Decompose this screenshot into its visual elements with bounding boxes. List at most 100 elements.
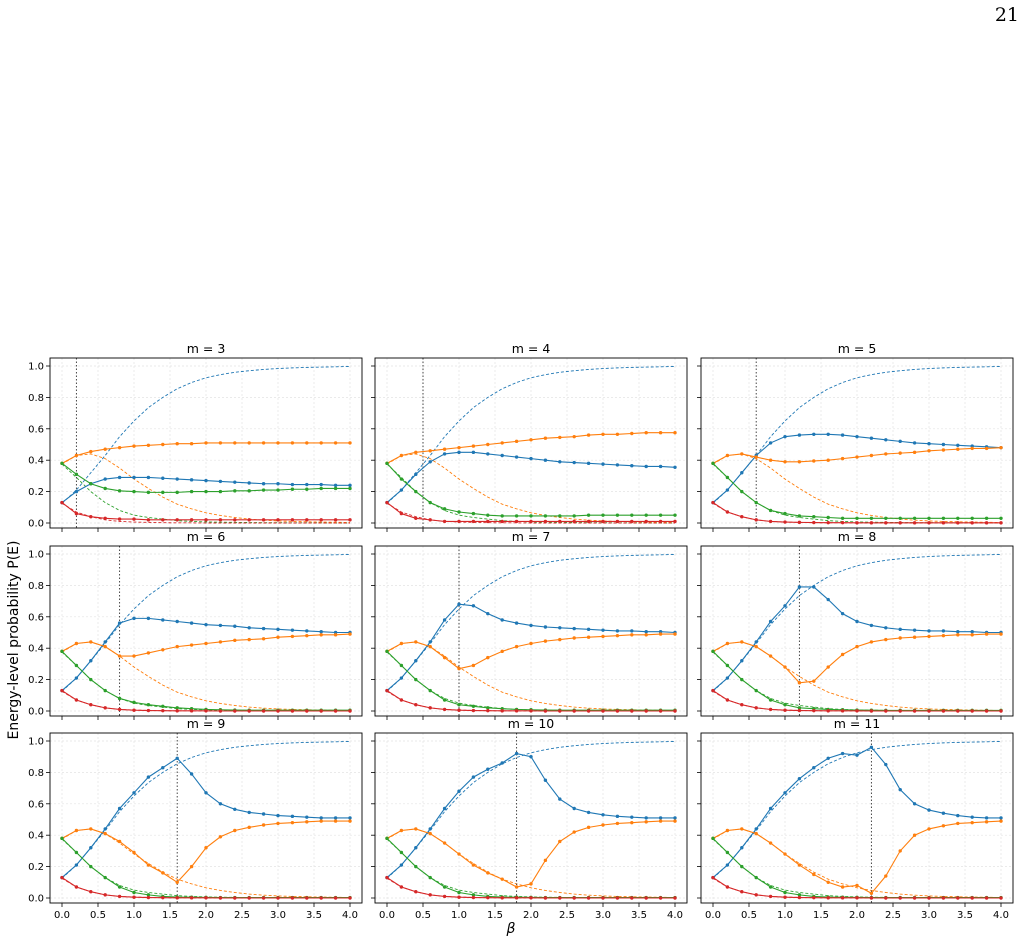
green-point	[768, 508, 773, 513]
green-point	[740, 489, 744, 494]
red-point	[754, 706, 758, 710]
orange-point	[644, 820, 648, 824]
red-point	[333, 896, 338, 900]
orange-point	[457, 445, 461, 450]
orange-point	[276, 635, 280, 639]
blue-point	[399, 863, 404, 867]
red-point	[630, 709, 634, 713]
orange-point	[615, 821, 620, 826]
green-point	[457, 703, 461, 707]
x-tick-label: 3.5	[957, 910, 973, 921]
green-point	[840, 516, 845, 520]
red-point	[812, 520, 816, 525]
blue-point	[558, 797, 562, 801]
blue-point	[812, 585, 816, 589]
orange-point	[132, 850, 136, 855]
red-point	[74, 698, 79, 702]
exact-blue-line	[712, 366, 1002, 504]
green-point	[74, 850, 79, 855]
red-point	[399, 698, 404, 702]
red-point	[471, 895, 476, 900]
exact-blue-line	[712, 554, 1002, 692]
red-point	[132, 708, 136, 712]
green-point	[175, 706, 179, 710]
red-point	[471, 519, 476, 524]
blue-point	[348, 483, 352, 488]
red-point	[956, 709, 960, 713]
blue-point	[927, 442, 931, 446]
green-point	[658, 513, 663, 517]
red-point	[333, 709, 338, 713]
red-point	[399, 511, 404, 516]
exact-green-line	[61, 463, 350, 524]
red-point	[319, 896, 323, 900]
red-point	[644, 896, 648, 900]
blue-point	[912, 802, 917, 806]
blue-point	[797, 776, 802, 781]
red-point	[486, 895, 490, 900]
orange-point	[218, 640, 223, 644]
blue-point	[414, 846, 418, 850]
red-point	[797, 895, 802, 900]
blue-point	[486, 767, 490, 771]
green-point	[428, 875, 432, 880]
orange-point	[740, 640, 744, 644]
exact-blue-line	[386, 741, 676, 879]
green-point	[414, 489, 418, 494]
blue-point	[89, 659, 93, 663]
red-point	[740, 515, 744, 519]
orange-point	[89, 449, 93, 454]
blue-point	[941, 442, 946, 447]
orange-point	[529, 882, 533, 886]
exact-blue-line	[712, 741, 1002, 879]
orange-point	[233, 441, 237, 445]
blue-point	[543, 458, 548, 462]
blue-point	[956, 813, 960, 818]
red-point	[984, 709, 989, 713]
orange-point	[442, 655, 447, 660]
red-point	[658, 519, 663, 524]
orange-point	[941, 824, 946, 828]
red-point	[768, 707, 773, 712]
blue-point	[442, 618, 447, 622]
green-point	[941, 516, 946, 520]
orange-point	[543, 436, 548, 440]
red-point	[261, 709, 266, 713]
blue-point	[247, 481, 251, 485]
blue-point	[414, 659, 418, 663]
blue-point	[500, 618, 504, 622]
red-point	[711, 688, 715, 693]
orange-point	[529, 438, 533, 442]
green-series-line	[386, 650, 675, 711]
red-point	[970, 709, 974, 713]
exact-blue-line	[386, 554, 676, 692]
y-tick-label: 0.4	[28, 644, 44, 655]
red-point	[428, 706, 432, 710]
blue-point	[543, 625, 548, 629]
orange-point	[103, 644, 107, 649]
orange-point	[529, 641, 533, 646]
red-point	[725, 885, 730, 889]
orange-point	[956, 447, 960, 451]
red-point	[233, 518, 237, 522]
exact-orange-line	[61, 828, 351, 898]
green-point	[740, 677, 744, 682]
red-point	[161, 895, 165, 900]
blue-point	[514, 455, 519, 459]
orange-point	[855, 883, 859, 888]
blue-point	[218, 623, 223, 628]
green-point	[956, 516, 960, 520]
y-tick-label: 0.8	[28, 768, 44, 779]
red-point	[146, 895, 151, 900]
blue-point	[132, 475, 136, 480]
orange-point	[117, 839, 122, 844]
x-tick-label: 2.5	[559, 910, 575, 921]
blue-point	[305, 629, 309, 633]
blue-point	[543, 778, 548, 782]
orange-point	[855, 455, 859, 459]
red-point	[941, 521, 946, 525]
orange-point	[414, 640, 418, 644]
green-point	[442, 885, 447, 889]
red-point	[711, 875, 715, 880]
blue-point	[898, 439, 902, 444]
